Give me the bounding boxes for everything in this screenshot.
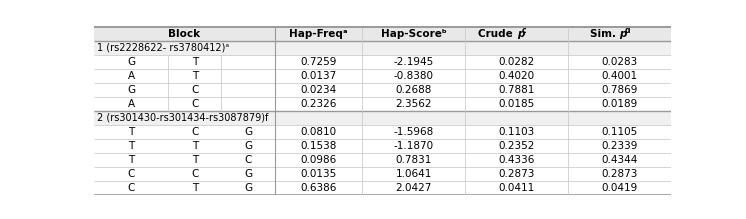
Text: C: C: [128, 183, 135, 193]
Text: 0.0282: 0.0282: [498, 57, 535, 67]
Text: 0.6386: 0.6386: [301, 183, 336, 193]
Bar: [95, 167, 671, 181]
Text: 2 (rs301430-rs301434-rs3087879)ḟ: 2 (rs301430-rs301434-rs3087879)ḟ: [97, 112, 268, 123]
Text: Hap-Scoreᵇ: Hap-Scoreᵇ: [381, 29, 447, 39]
Bar: [95, 139, 671, 153]
Text: 0.1105: 0.1105: [601, 127, 638, 137]
Text: 0.0234: 0.0234: [301, 85, 336, 95]
Bar: [95, 55, 671, 69]
Text: G: G: [128, 57, 136, 67]
Text: C: C: [191, 127, 198, 137]
Bar: [95, 97, 671, 111]
Text: 0.0411: 0.0411: [498, 183, 535, 193]
Bar: [95, 125, 671, 139]
Text: A: A: [128, 71, 135, 81]
Text: Crude: Crude: [478, 29, 517, 39]
Text: T: T: [128, 141, 134, 151]
Text: 0.7869: 0.7869: [601, 85, 638, 95]
Text: G: G: [244, 183, 252, 193]
Text: 0.2352: 0.2352: [498, 141, 535, 151]
Text: G: G: [244, 127, 252, 137]
Bar: [95, 111, 671, 125]
Text: d: d: [625, 26, 630, 35]
Bar: [95, 83, 671, 97]
Text: 0.0810: 0.0810: [301, 127, 336, 137]
Text: 0.4001: 0.4001: [601, 71, 638, 81]
Text: Sim.: Sim.: [590, 29, 619, 39]
Text: 0.2873: 0.2873: [601, 169, 638, 178]
Text: 0.2873: 0.2873: [498, 169, 535, 178]
Bar: [275, 27, 363, 41]
Text: 0.4344: 0.4344: [601, 155, 638, 165]
Text: Hap-Freqᵃ: Hap-Freqᵃ: [289, 29, 348, 39]
Text: 2.3562: 2.3562: [395, 99, 432, 109]
Text: A: A: [128, 99, 135, 109]
Text: T: T: [192, 155, 198, 165]
Bar: [95, 69, 671, 83]
Text: T: T: [192, 71, 198, 81]
Text: 0.0986: 0.0986: [301, 155, 336, 165]
Text: C: C: [191, 85, 198, 95]
Text: 2.0427: 2.0427: [395, 183, 432, 193]
Text: G: G: [244, 169, 252, 178]
Text: 0.0283: 0.0283: [601, 57, 638, 67]
Text: C: C: [191, 99, 198, 109]
Text: Block: Block: [169, 29, 201, 39]
Text: 0.1538: 0.1538: [301, 141, 336, 151]
Bar: [466, 27, 568, 41]
Text: 0.0185: 0.0185: [498, 99, 535, 109]
Bar: [95, 181, 671, 194]
Text: 0.7881: 0.7881: [498, 85, 535, 95]
Text: -0.8380: -0.8380: [394, 71, 434, 81]
Text: T: T: [128, 155, 134, 165]
Text: 0.4336: 0.4336: [498, 155, 535, 165]
Text: G: G: [244, 141, 252, 151]
Text: 0.4020: 0.4020: [498, 71, 535, 81]
Text: 0.0189: 0.0189: [601, 99, 638, 109]
Text: 0.0137: 0.0137: [301, 71, 336, 81]
Bar: [95, 41, 671, 55]
Text: T: T: [192, 57, 198, 67]
Text: 0.7259: 0.7259: [301, 57, 336, 67]
Text: C: C: [191, 169, 198, 178]
Text: 0.2688: 0.2688: [395, 85, 432, 95]
Text: G: G: [128, 85, 136, 95]
Text: 0.2326: 0.2326: [301, 99, 336, 109]
Text: 0.0135: 0.0135: [301, 169, 336, 178]
Text: 1.0641: 1.0641: [395, 169, 432, 178]
Text: 0.0419: 0.0419: [601, 183, 638, 193]
Text: 0.1103: 0.1103: [498, 127, 535, 137]
Text: T: T: [128, 127, 134, 137]
Text: 0.7831: 0.7831: [395, 155, 432, 165]
Text: 0.2339: 0.2339: [601, 141, 638, 151]
Bar: [95, 153, 671, 167]
Text: -2.1945: -2.1945: [394, 57, 434, 67]
Text: T: T: [192, 183, 198, 193]
Bar: [363, 27, 466, 41]
Text: -1.1870: -1.1870: [394, 141, 434, 151]
Text: C: C: [245, 155, 251, 165]
Bar: [568, 27, 671, 41]
Bar: [95, 27, 275, 41]
Text: p: p: [619, 29, 627, 39]
Text: c: c: [522, 26, 527, 35]
Text: C: C: [128, 169, 135, 178]
Text: T: T: [192, 141, 198, 151]
Text: -1.5968: -1.5968: [394, 127, 434, 137]
Text: 1 (rs2228622- rs3780412)ᵃ: 1 (rs2228622- rs3780412)ᵃ: [97, 43, 229, 53]
Text: p: p: [517, 29, 524, 39]
